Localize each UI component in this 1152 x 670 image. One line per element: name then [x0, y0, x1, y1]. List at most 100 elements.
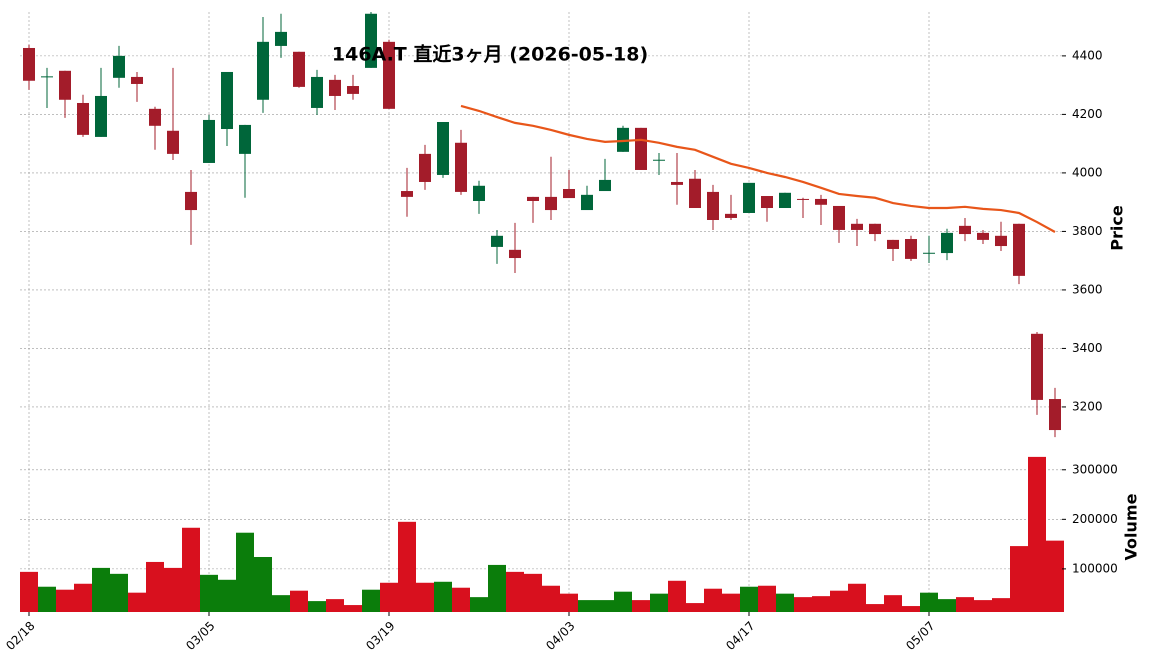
volume-bar	[470, 597, 488, 612]
candle-body	[257, 41, 269, 100]
volume-bar	[884, 595, 902, 612]
candle-body	[95, 95, 107, 137]
volume-bar	[92, 567, 110, 612]
candle-body	[797, 198, 809, 200]
grid	[20, 12, 1062, 612]
volume-bar	[686, 603, 704, 612]
y-axis-label: Price	[1108, 205, 1127, 251]
candle-body	[545, 196, 557, 211]
candle-body	[329, 79, 341, 96]
volume-bar	[254, 556, 272, 612]
candle-body	[563, 188, 575, 199]
candle-body	[203, 119, 215, 163]
volume-bar	[56, 589, 74, 612]
volume-bar	[272, 595, 290, 612]
candle-body	[455, 142, 467, 192]
volume-bar	[704, 588, 722, 612]
candle-body	[41, 76, 53, 78]
candle-body	[815, 198, 827, 205]
candle-body	[617, 127, 629, 152]
volume-bar	[740, 586, 758, 612]
candle-body	[959, 225, 971, 235]
candle-body	[59, 70, 71, 100]
volume-bar	[488, 564, 506, 612]
volume-bar	[956, 597, 974, 612]
candle-body	[653, 159, 665, 161]
candle-body	[509, 249, 521, 259]
candle-body	[293, 51, 305, 87]
volume-bar	[830, 590, 848, 612]
candle-body	[221, 71, 233, 130]
volume-bar	[578, 600, 596, 612]
candle-body	[869, 223, 881, 235]
volume-bar	[920, 592, 938, 612]
candle-body	[149, 108, 161, 126]
volume-bar	[992, 598, 1010, 612]
candle-body	[131, 76, 143, 84]
candle-body	[383, 41, 395, 109]
candle-body	[941, 232, 953, 254]
candle-body	[437, 121, 449, 175]
candle-body	[995, 235, 1007, 247]
volume-bar	[344, 605, 362, 612]
volume-bar	[380, 582, 398, 612]
volume-bar	[596, 600, 614, 612]
y-tick-label: 4000	[1072, 165, 1103, 179]
volume-bar	[722, 593, 740, 612]
volume-bar	[938, 599, 956, 612]
candle-body	[275, 31, 287, 46]
marks	[20, 12, 1064, 612]
volume-bar	[614, 591, 632, 612]
volume-bar	[416, 582, 434, 612]
candle-body	[725, 213, 737, 218]
volume-bar	[866, 604, 884, 612]
candle-body	[491, 235, 503, 247]
candle-body	[887, 239, 899, 249]
volume-bar	[434, 581, 452, 612]
volume-bar	[236, 532, 254, 612]
volume-bar	[362, 589, 380, 612]
volume-bar	[200, 574, 218, 612]
candle-body	[473, 185, 485, 201]
volume-bar	[668, 580, 686, 612]
chart-title: 146A.T 直近3ヶ月 (2026-05-18)	[332, 43, 648, 66]
volume-bar	[902, 606, 920, 612]
volume-bar	[452, 587, 470, 612]
candle-body	[581, 194, 593, 211]
y-tick-label: 3600	[1072, 282, 1103, 296]
x-tick-label: 03/19	[363, 619, 397, 653]
volume-bar	[182, 527, 200, 612]
y-tick-label: 3800	[1072, 224, 1103, 238]
candle-body	[851, 223, 863, 230]
candle-body	[167, 130, 179, 154]
x-tick-label: 02/18	[3, 619, 37, 653]
volume-bar	[542, 585, 560, 612]
candle-body	[1013, 223, 1025, 276]
volume-bar	[650, 593, 668, 612]
y-tick-label: 4400	[1072, 48, 1103, 62]
volume-bar	[326, 599, 344, 612]
volume-bar	[758, 585, 776, 612]
candle-body	[743, 182, 755, 213]
candle-body	[401, 191, 413, 197]
candle-body	[23, 47, 35, 81]
candle-body	[671, 181, 683, 185]
x-tick-label: 04/03	[543, 619, 577, 653]
candle-body	[779, 192, 791, 209]
x-tick-label: 03/05	[183, 619, 217, 653]
volume-tick-label: 300000	[1072, 462, 1118, 476]
candle-body	[311, 76, 323, 108]
volume-bar	[1010, 546, 1028, 612]
candle-body	[419, 153, 431, 182]
volume-bar	[110, 573, 128, 612]
candle-body	[977, 232, 989, 240]
candle-body	[239, 124, 251, 154]
volume-bar	[74, 583, 92, 612]
candle-body	[599, 179, 611, 192]
volume-tick-label: 100000	[1072, 561, 1118, 575]
candle-body	[347, 86, 359, 94]
volume-axis-label: Volume	[1122, 493, 1141, 560]
candle-body	[833, 205, 845, 230]
volume-bar	[128, 592, 146, 612]
